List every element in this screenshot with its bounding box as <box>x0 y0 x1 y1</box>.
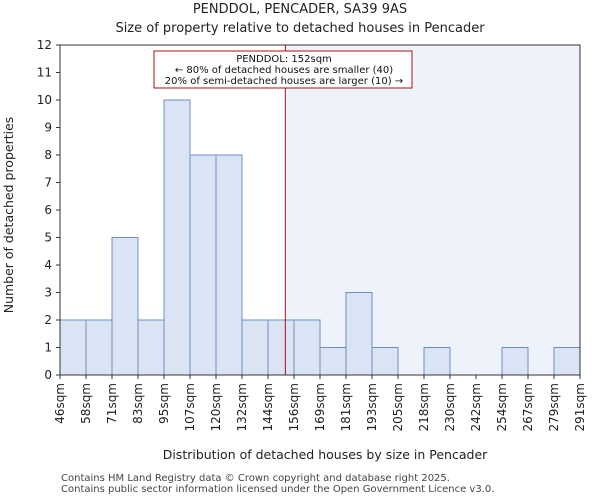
bar-132sqm <box>241 319 269 376</box>
bar-169sqm <box>319 347 347 376</box>
annotation-larger: 20% of semi-detached houses are larger (… <box>165 76 403 87</box>
y-tick-label: 12 <box>37 38 52 52</box>
y-tick-label: 0 <box>44 368 52 382</box>
footer-copyright: Contains HM Land Registry data © Crown c… <box>61 473 450 484</box>
annotation-frame <box>153 50 413 89</box>
right-of-marker-shade <box>285 45 580 375</box>
x-tick-label: 267sqm <box>521 383 535 431</box>
x-tick-label: 83sqm <box>131 383 145 424</box>
annotation-box: PENDDOL: 152sqm ← 80% of detached houses… <box>153 50 413 89</box>
bar-181sqm <box>345 292 373 376</box>
footer-licence: Contains public sector information licen… <box>61 484 495 495</box>
bar-279sqm <box>553 347 581 376</box>
x-tick-label: 144sqm <box>261 383 275 431</box>
x-axis-label: Distribution of detached houses by size … <box>163 447 488 462</box>
x-tick-label: 218sqm <box>417 383 431 431</box>
x-tick-label: 230sqm <box>443 383 457 431</box>
bar-193sqm <box>371 347 399 376</box>
bar-120sqm <box>215 154 243 376</box>
x-tick-label: 156sqm <box>287 383 301 431</box>
y-axis-label: Number of detached properties <box>1 117 16 314</box>
bar-156sqm <box>293 319 321 376</box>
x-tick-label: 120sqm <box>209 383 223 431</box>
x-tick-label: 279sqm <box>547 383 561 431</box>
bar-95sqm <box>163 99 191 376</box>
chart-subtitle: Size of property relative to detached ho… <box>115 21 485 36</box>
x-tick-label: 95sqm <box>157 383 171 424</box>
y-tick-label: 11 <box>37 66 52 80</box>
y-tick-label: 1 <box>44 341 52 355</box>
y-tick-label: 3 <box>44 286 52 300</box>
x-tick-label: 71sqm <box>105 383 119 424</box>
bar-71sqm <box>111 237 139 376</box>
x-tick-label: 46sqm <box>53 383 67 424</box>
x-tick-label: 169sqm <box>313 383 327 431</box>
bar-218sqm <box>423 347 451 376</box>
annotation-title: PENDDOL: 152sqm <box>236 54 332 65</box>
x-tick-label: 242sqm <box>469 383 483 431</box>
bar-83sqm <box>137 319 165 376</box>
y-tick-label: 7 <box>44 176 52 190</box>
x-tick-label: 193sqm <box>365 383 379 431</box>
y-tick-label: 10 <box>37 93 52 107</box>
bar-254sqm <box>501 347 529 376</box>
annotation-smaller: ← 80% of detached houses are smaller (40… <box>175 65 393 76</box>
y-tick-label: 6 <box>44 203 52 217</box>
y-tick-label: 4 <box>44 258 52 272</box>
x-tick-label: 205sqm <box>391 383 405 431</box>
y-tick-label: 2 <box>44 313 52 327</box>
x-tick-label: 132sqm <box>235 383 249 431</box>
x-tick-label: 181sqm <box>339 383 353 431</box>
y-tick-label: 8 <box>44 148 52 162</box>
x-tick-label: 58sqm <box>79 383 93 424</box>
bar-46sqm <box>59 319 87 376</box>
x-tick-label: 107sqm <box>183 383 197 431</box>
bar-58sqm <box>85 319 113 376</box>
x-tick-label: 291sqm <box>573 383 587 431</box>
x-tick-label: 254sqm <box>495 383 509 431</box>
y-tick-label: 5 <box>44 231 52 245</box>
chart-title: PENDDOL, PENCADER, SA39 9AS <box>193 2 407 17</box>
y-tick-label: 9 <box>44 121 52 135</box>
bar-144sqm <box>267 319 295 376</box>
bar-107sqm <box>189 154 217 376</box>
